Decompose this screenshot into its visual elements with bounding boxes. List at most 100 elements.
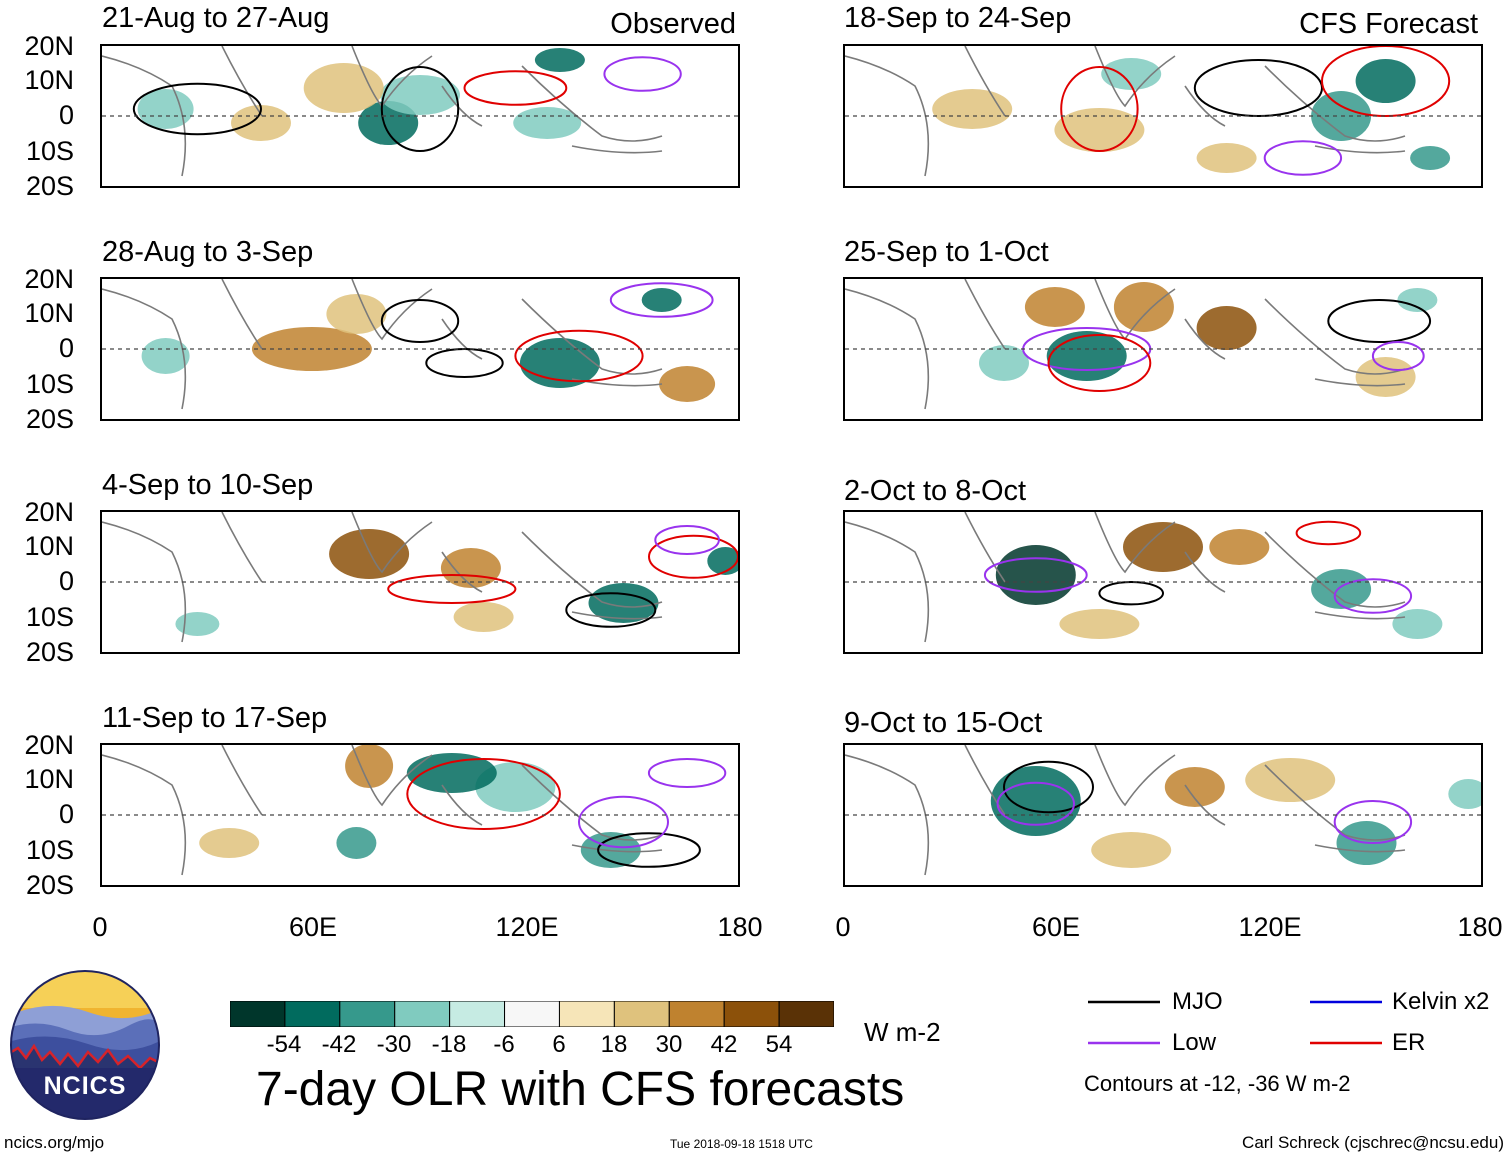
ytick-p1-10s: 10S bbox=[25, 136, 74, 166]
wave-contour-7-1 bbox=[983, 557, 1088, 593]
cb-tick-6: 6 bbox=[552, 1031, 566, 1058]
ytick-p4-10s: 10S bbox=[25, 835, 74, 865]
wave-contour-4-4 bbox=[647, 758, 727, 788]
coastline-8 bbox=[845, 745, 1406, 876]
olr-anomaly-7-4 bbox=[1311, 569, 1372, 609]
olr-anomaly-2-2 bbox=[326, 294, 387, 334]
cb-tick-1: -54 bbox=[266, 1031, 302, 1058]
coastline-3 bbox=[102, 512, 663, 643]
legend-label-low: Low bbox=[1172, 1029, 1217, 1056]
ytick-p1-20s: 20S bbox=[25, 171, 74, 201]
panel-title-8: 9-Oct to 15-Oct bbox=[844, 707, 1043, 739]
colorbar-swatch-11 bbox=[778, 1000, 835, 1028]
olr-anomaly-5-4 bbox=[1054, 108, 1145, 152]
legend-label-er: ER bbox=[1392, 1029, 1426, 1056]
olr-anomaly-2-6 bbox=[141, 338, 190, 374]
olr-anomaly-6-1 bbox=[1024, 287, 1085, 327]
olr-anomaly-2-4 bbox=[641, 288, 682, 312]
ytick-p2-20n: 20N bbox=[24, 264, 74, 294]
wave-contour-6-2 bbox=[1047, 334, 1152, 392]
colorbar-swatch-1 bbox=[229, 1000, 286, 1028]
olr-anomaly-1-3 bbox=[534, 48, 585, 72]
olr-anomaly-6-4 bbox=[1046, 331, 1127, 381]
xtick-left-120e: 120E bbox=[495, 912, 559, 942]
cb-tick-4: -18 bbox=[431, 1031, 467, 1058]
wave-contour-6-4 bbox=[1371, 341, 1425, 371]
map-panel-6 bbox=[843, 277, 1483, 421]
ytick-p1-10n: 10N bbox=[24, 65, 74, 95]
colorbar-swatch-8 bbox=[613, 1000, 670, 1028]
olr-anomaly-5-7 bbox=[1410, 146, 1451, 170]
olr-anomaly-6-5 bbox=[979, 345, 1029, 381]
panel-title-3: 4-Sep to 10-Sep bbox=[102, 469, 314, 501]
legend-line-low bbox=[1088, 1041, 1160, 1045]
olr-anomaly-4-3 bbox=[406, 753, 497, 793]
olr-anomaly-8-4 bbox=[1091, 832, 1172, 868]
olr-anomaly-5-1 bbox=[1355, 59, 1416, 103]
coastline-7 bbox=[845, 512, 1406, 643]
map-panel-8 bbox=[843, 743, 1483, 887]
xtick-left-180: 180 bbox=[717, 912, 763, 942]
olr-map-8 bbox=[845, 745, 1481, 876]
olr-anomaly-6-3 bbox=[1196, 306, 1257, 350]
colorbar-units: W m-2 bbox=[864, 1017, 941, 1047]
olr-map-5 bbox=[845, 46, 1481, 177]
colorbar-swatch-6 bbox=[504, 1000, 560, 1028]
olr-anomaly-5-6 bbox=[1196, 143, 1257, 173]
map-panel-7 bbox=[843, 510, 1483, 654]
legend-line-mjo bbox=[1088, 1000, 1160, 1004]
cb-tick-5: -6 bbox=[493, 1031, 515, 1058]
xtick-right-120e: 120E bbox=[1238, 912, 1302, 942]
wave-contour-3-2 bbox=[565, 592, 657, 628]
olr-anomaly-6-6 bbox=[1355, 357, 1416, 397]
chart-title: 7-day OLR with CFS forecasts bbox=[256, 1063, 905, 1116]
ytick-p3-10n: 10N bbox=[24, 531, 74, 561]
coastline-5 bbox=[845, 46, 1406, 177]
olr-anomaly-7-2 bbox=[1123, 522, 1203, 572]
olr-anomaly-8-2 bbox=[1164, 767, 1225, 807]
panel-title-6: 25-Sep to 1-Oct bbox=[844, 236, 1049, 268]
ncics-logo: NCICS bbox=[8, 968, 162, 1122]
footer-url[interactable]: ncics.org/mjo bbox=[4, 1133, 105, 1152]
legend-line-er bbox=[1310, 1041, 1382, 1045]
wave-contour-1-1 bbox=[132, 82, 262, 136]
olr-anomaly-8-6 bbox=[1448, 779, 1481, 809]
wave-contour-1-3 bbox=[463, 70, 568, 106]
cb-tick-8: 30 bbox=[655, 1031, 683, 1058]
wave-contour-5-1 bbox=[1193, 59, 1323, 117]
wave-contour-4-3 bbox=[578, 795, 669, 849]
olr-anomaly-6-7 bbox=[1397, 288, 1438, 312]
olr-anomaly-3-6 bbox=[453, 602, 514, 632]
legend-line-kelvin bbox=[1310, 1000, 1382, 1004]
legend-label-mjo: MJO bbox=[1172, 988, 1223, 1015]
ytick-p3-10s: 10S bbox=[25, 602, 74, 632]
wave-contour-4-1 bbox=[406, 758, 561, 830]
map-panel-4 bbox=[100, 743, 740, 887]
ytick-p2-0: 0 bbox=[58, 333, 74, 363]
olr-anomaly-1-2 bbox=[380, 75, 460, 115]
xtick-right-180: 180 bbox=[1457, 912, 1503, 942]
coastline-2 bbox=[102, 279, 663, 410]
wave-contour-2-3 bbox=[514, 329, 644, 383]
panel-title-4: 11-Sep to 17-Sep bbox=[102, 702, 328, 734]
colorbar-swatch-5 bbox=[449, 1000, 506, 1028]
cb-tick-9: 42 bbox=[710, 1031, 738, 1058]
olr-anomaly-3-5 bbox=[175, 612, 220, 636]
olr-anomaly-6-2 bbox=[1113, 282, 1174, 332]
olr-map-1 bbox=[102, 46, 738, 177]
contour-note: Contours at -12, -36 W m-2 bbox=[1084, 1071, 1351, 1096]
olr-anomaly-3-4 bbox=[707, 547, 738, 575]
ytick-p1-0: 0 bbox=[58, 100, 74, 130]
xtick-right-0: 0 bbox=[835, 912, 851, 942]
map-panel-5 bbox=[843, 44, 1483, 188]
map-panel-3 bbox=[100, 510, 740, 654]
wave-contour-3-4 bbox=[654, 525, 720, 555]
ytick-p3-20s: 20S bbox=[25, 637, 74, 667]
ncics-logo-text: NCICS bbox=[43, 1072, 127, 1100]
ytick-p3-20n: 20N bbox=[24, 497, 74, 527]
observed-label: Observed bbox=[610, 8, 736, 40]
olr-anomaly-4-5 bbox=[199, 828, 260, 858]
xtick-left-60e: 60E bbox=[288, 912, 338, 942]
wave-contour-8-3 bbox=[1333, 800, 1413, 844]
olr-anomaly-7-6 bbox=[1392, 609, 1443, 639]
